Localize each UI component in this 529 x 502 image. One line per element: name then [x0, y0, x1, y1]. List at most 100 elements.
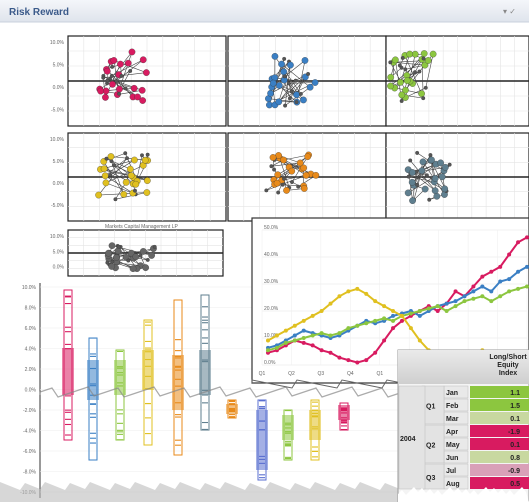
header-controls-icon[interactable]: ▾ ✓ [503, 7, 516, 16]
line-point [516, 286, 521, 291]
line-point [391, 313, 396, 318]
scatter-point [110, 259, 115, 264]
scatter-point [424, 173, 429, 178]
scatter-point [109, 159, 114, 164]
scatter-point [143, 189, 151, 196]
line-point [337, 331, 342, 336]
line-point [417, 313, 422, 318]
box-whisker [172, 299, 184, 456]
scatter-point [409, 197, 416, 204]
page-title: Risk Reward [9, 7, 69, 18]
table-row[interactable]: Apr -1.9 [443, 424, 529, 438]
scatter-point [139, 97, 146, 104]
line-point [292, 338, 297, 343]
table-value: 0.1 [510, 416, 520, 423]
table-row[interactable]: Jan 1.1 [443, 385, 529, 399]
scatter-point [272, 167, 277, 172]
table-row[interactable]: Feb 1.5 [443, 398, 529, 412]
header-bar: Risk Reward ▾ ✓ [0, 0, 529, 23]
scatter-point [388, 60, 393, 65]
line-point [471, 296, 476, 301]
scatter-point [127, 249, 135, 257]
table-row[interactable]: May 0.1 [443, 437, 529, 451]
scatter-point [103, 67, 111, 75]
line-point [453, 289, 458, 294]
line-point [373, 318, 378, 323]
line-point [391, 326, 396, 331]
line-point [355, 286, 360, 291]
table-row[interactable]: Aug 0.5 [443, 476, 529, 490]
scatter-point [282, 74, 287, 79]
box-iqr [172, 355, 184, 410]
table-row[interactable]: Jul -0.9 [443, 463, 529, 477]
line-point [337, 355, 342, 360]
scatter-point [288, 167, 296, 175]
scatter-point [312, 171, 320, 179]
line-point [292, 323, 297, 328]
box-tick-label: 4.0% [25, 347, 37, 353]
scatter-point [418, 167, 426, 175]
table-value-cell [470, 399, 529, 411]
scatter-panel [227, 132, 387, 222]
table-value: 0.5 [510, 481, 520, 488]
scatter-point [127, 172, 135, 179]
scatter-point [271, 53, 279, 60]
line-x-tick-label: Q4 [347, 371, 354, 377]
scatter-point [287, 61, 294, 69]
scatter-point [298, 91, 303, 96]
scatter-point [397, 78, 404, 86]
line-point [417, 309, 422, 313]
line-point [471, 289, 476, 294]
table-value: 1.1 [510, 390, 520, 397]
line-point [516, 269, 521, 274]
scatter-point [141, 156, 149, 164]
line-point [337, 294, 342, 299]
scatter-point [441, 163, 449, 171]
scatter-point [142, 264, 150, 271]
line-y-tick-label: 10.0% [264, 333, 279, 339]
table-row[interactable]: Jun 0.8 [443, 450, 529, 464]
table-month-label: Jun [446, 455, 458, 462]
scatter-point [438, 173, 446, 181]
scatter-tick-label: 10.0% [50, 40, 65, 46]
scatter-point [138, 253, 143, 258]
scatter-point [143, 177, 151, 184]
scatter-point [109, 80, 116, 88]
line-x-tick-label: Q3 [318, 371, 325, 377]
scatter-point [433, 192, 441, 200]
scatter-point [301, 57, 309, 64]
table-header-title: Equity [497, 362, 518, 369]
box-tick-label: 0.0% [25, 388, 37, 394]
scatter-point [302, 172, 310, 179]
line-point [489, 269, 494, 274]
table-row[interactable]: Mar 0.1 [443, 411, 529, 425]
line-point [266, 348, 270, 353]
scatter-point [417, 69, 422, 74]
line-y-tick-label: 0.0% [264, 360, 276, 366]
box-whisker [226, 399, 238, 419]
scatter-point [124, 59, 132, 67]
table-value-cell [470, 451, 529, 463]
scatter-point [117, 91, 122, 96]
scatter-point [276, 190, 281, 195]
line-point [435, 309, 440, 313]
line-point [480, 294, 485, 299]
scatter-point [264, 188, 269, 193]
line-point [301, 318, 306, 323]
scatter-point [311, 79, 319, 86]
scatter-tick-label: 5.0% [53, 63, 65, 69]
scatter-point [126, 165, 134, 173]
scatter-point [120, 191, 128, 198]
table-month-label: Apr [446, 429, 458, 436]
table-header-bg [398, 350, 529, 384]
scatter-point [420, 50, 428, 57]
box-whisker [142, 319, 154, 446]
line-point [426, 306, 431, 311]
line-point [471, 284, 476, 289]
line-point [444, 309, 449, 313]
panel-caption: Markets Capital Management LP [105, 224, 178, 230]
line-point [399, 313, 404, 318]
line-point [417, 338, 422, 343]
scatter-point [276, 82, 283, 89]
